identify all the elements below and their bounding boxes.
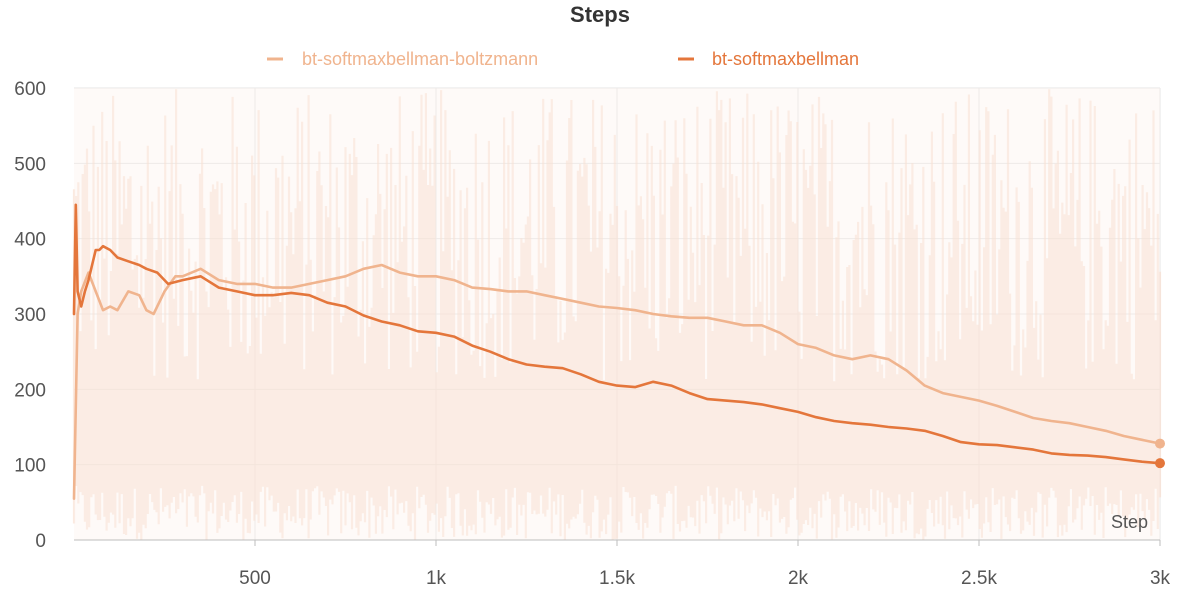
series-line-0[interactable] [72,263,1162,500]
y-tick-label: 200 [14,380,46,401]
x-tick-label: 1.5k [599,568,635,589]
x-axis-label: Step [1111,512,1148,532]
x-tick-label: 2k [788,568,809,589]
y-tick-label: 600 [14,79,46,100]
legend: bt-softmaxbellman-boltzmann bt-softmaxbe… [267,49,859,69]
y-tick-label: 100 [14,456,46,477]
y-tick-labels: 0 100 200 300 400 500 600 [14,79,46,552]
x-tick-label: 3k [1150,568,1171,589]
legend-label-boltzmann[interactable]: bt-softmaxbellman-boltzmann [302,49,538,69]
chart-title: Steps [570,2,630,27]
noise-fill [74,88,1160,540]
legend-label-softmaxbellman[interactable]: bt-softmaxbellman [712,49,859,69]
noise-band [72,89,1162,540]
series-end-point-0[interactable] [1155,438,1165,449]
y-tick-label: 500 [14,154,46,175]
y-tick-label: 300 [14,305,46,326]
x-tick-labels: 500 1k 1.5k 2k 2.5k 3k [239,540,1171,589]
series-line-1[interactable] [72,203,1162,465]
x-tick-label: 1k [426,568,447,589]
y-tick-label: 400 [14,230,46,251]
x-tick-label: 2.5k [961,568,997,589]
x-tick-label: 500 [239,568,271,589]
series-lines [72,203,1165,500]
series-end-point-1[interactable] [1155,458,1165,469]
raw-noise-band [72,88,1162,540]
y-tick-label: 0 [35,531,46,552]
